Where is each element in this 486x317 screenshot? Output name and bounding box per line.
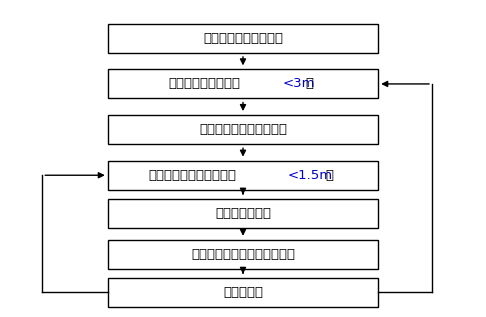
FancyBboxPatch shape: [108, 69, 378, 98]
Text: <1.5m: <1.5m: [287, 169, 332, 182]
Text: ）: ）: [305, 77, 313, 90]
Text: 悬臂桩及压顶梁施工完: 悬臂桩及压顶梁施工完: [203, 32, 283, 45]
FancyBboxPatch shape: [108, 161, 378, 190]
FancyBboxPatch shape: [108, 278, 378, 307]
Text: 人工开挖桩间板槽（深度: 人工开挖桩间板槽（深度: [148, 169, 236, 182]
FancyBboxPatch shape: [108, 240, 378, 269]
Text: 设置临时排水沟和集水坑: 设置临时排水沟和集水坑: [199, 123, 287, 136]
Text: 土方机械开挖（深度: 土方机械开挖（深度: [168, 77, 240, 90]
Text: 模板设置，混凝土浇筑、养护: 模板设置，混凝土浇筑、养护: [191, 248, 295, 261]
FancyBboxPatch shape: [108, 24, 378, 53]
FancyBboxPatch shape: [108, 115, 378, 144]
Text: 桩间板钢筋连接: 桩间板钢筋连接: [215, 207, 271, 220]
Text: 分层施工完: 分层施工完: [223, 286, 263, 299]
Text: ）: ）: [325, 169, 333, 182]
Text: <3m: <3m: [282, 77, 315, 90]
FancyBboxPatch shape: [108, 199, 378, 228]
